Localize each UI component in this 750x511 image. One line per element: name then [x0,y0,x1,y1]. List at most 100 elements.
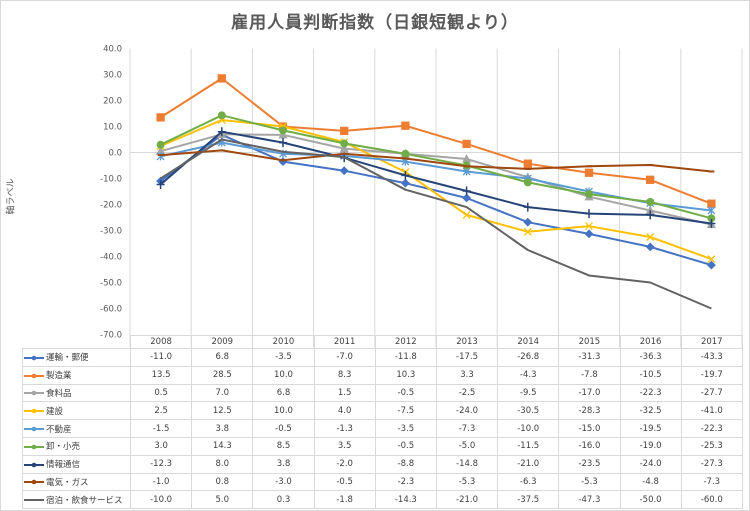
data-label: 1.5 [313,383,376,403]
data-point-6-5 [462,186,471,196]
y-tick-label: -50.0 [100,279,122,289]
data-point-1-5 [462,139,471,149]
data-label: -14.3 [374,490,437,510]
data-label: -32.5 [619,401,682,421]
series-line-8 [160,138,712,310]
data-label: -1.8 [313,490,376,510]
data-label: 3.3 [435,365,499,385]
data-label: -0.5 [374,436,437,456]
x-tick-label: 2008 [129,335,193,349]
data-label: -26.8 [497,348,560,367]
data-label: -7.3 [680,472,743,492]
data-label: -0.5 [252,419,315,438]
data-label: 2.5 [129,401,193,421]
data-point-1-1 [217,74,226,83]
data-label: 3.0 [129,436,193,456]
data-label: -3.5 [374,419,437,438]
data-label: 8.3 [313,365,376,385]
data-label: -7.3 [435,419,499,438]
data-point-4-9 [707,206,716,215]
data-point-6-6 [523,202,532,212]
data-label: -17.0 [558,383,621,403]
table-header-row: 2008 2009 2010 2011 2012 2013 2014 2015 2016 2017 [22,335,743,349]
legend-label: 食料品 [46,388,72,399]
y-tick-label: -60.0 [100,305,122,315]
y-tick-label: 40.0 [103,45,122,55]
data-label: -60.0 [680,490,743,510]
data-label: -5.3 [435,472,499,492]
data-label: 3.8 [191,419,254,438]
series-line-5 [160,114,712,220]
data-label: 4.0 [313,401,376,421]
series-line-7 [160,149,712,173]
legend-label: 情報通信 [46,460,81,471]
data-label: -10.5 [619,365,682,385]
data-label: 10.3 [374,365,437,385]
data-point-2-5 [462,154,472,163]
data-label: -15.0 [558,419,621,438]
table-row: 電気・ガス -1.0 0.8 -3.0 -0.5 -2.3 -5.3 -6.3 -5.3 -4.8… [22,472,743,492]
legend-entry: 宿泊・飲食サービス [22,490,131,510]
data-label: -0.5 [374,383,437,403]
data-label: -14.8 [435,454,499,474]
data-point-1-0 [156,113,165,122]
data-label: -27.7 [680,383,743,403]
data-label: -16.0 [558,436,621,456]
legend-entry: 食料品 [22,383,131,403]
data-label: 7.0 [191,383,254,403]
data-label: 10.0 [252,365,315,385]
legend-key-icon [24,426,44,432]
x-tick-label: 2016 [619,335,682,349]
table-row: 不動産 -1.5 3.8 -0.5 -1.3 -3.5 -7.3 -10.0 -15.0 -19.… [22,419,743,438]
data-label: 10.0 [252,401,315,421]
y-tick-label: -40.0 [100,253,122,263]
table-row: 製造業 13.5 28.5 10.0 8.3 10.3 3.3 -4.3 -7.8 -10.5 -1… [22,365,743,385]
data-label: 5.0 [191,490,254,510]
data-label: -7.8 [558,365,621,385]
legend-label: 建設 [46,406,64,417]
data-point-0-5 [462,193,472,203]
data-label: -36.3 [619,348,682,367]
data-point-6-0 [156,179,165,189]
data-label: 3.8 [252,454,315,474]
data-label: -19.5 [619,419,682,438]
data-label: -22.3 [619,383,682,403]
data-label: -11.8 [374,348,437,367]
data-point-0-6 [523,217,533,227]
data-point-5-3 [340,139,349,148]
table-row: 運輸・郵便 -11.0 6.8 -3.5 -7.0 -11.8 -17.5 -26.8 -31.… [22,348,743,367]
legend-key-icon [24,373,44,378]
legend-entry: 情報通信 [22,454,131,474]
y-tick-label: -10.0 [100,175,122,185]
data-label: -37.5 [497,490,560,510]
table-row: 宿泊・飲食サービス -10.0 5.0 0.3 -1.8 -14.3 -21.0 -37.5-… [22,490,743,510]
data-label: -30.5 [497,401,560,421]
data-label: -9.5 [497,383,560,403]
y-tick-label: 0.0 [108,149,122,159]
data-label: -2.3 [374,472,437,492]
data-label: 14.3 [191,436,254,456]
data-point-5-2 [279,126,287,135]
data-label: -1.0 [129,472,193,492]
table-row: 食料品 0.5 7.0 6.8 1.5 -0.5 -2.5 -9.5 -17.0 -22.3 -27… [22,383,743,403]
x-tick-label: 2014 [497,335,560,349]
data-label: -2.0 [313,454,376,474]
data-point-3-9 [707,255,716,264]
x-tick-label: 2011 [313,335,376,349]
table-row: 情報通信 -12.3 8.0 3.8 -2.0 -8.8 -14.8 -21.0 -23.5 -2… [22,454,743,474]
data-label: 8.0 [191,454,254,474]
data-point-6-8 [646,210,655,220]
x-tick-label: 2012 [374,335,437,349]
legend-label: 製造業 [46,371,72,382]
data-label: 6.8 [252,383,315,403]
x-tick-label: 2017 [680,335,743,349]
data-point-1-9 [707,199,716,208]
data-point-0-7 [584,229,594,239]
legend-entry: 不動産 [22,419,131,438]
data-label: 3.5 [313,436,376,456]
legend-key-icon [24,408,44,414]
legend-key-icon [24,499,44,502]
data-label: -19.0 [619,436,682,456]
data-label: 0.8 [191,472,254,492]
data-label: -4.3 [497,365,560,385]
